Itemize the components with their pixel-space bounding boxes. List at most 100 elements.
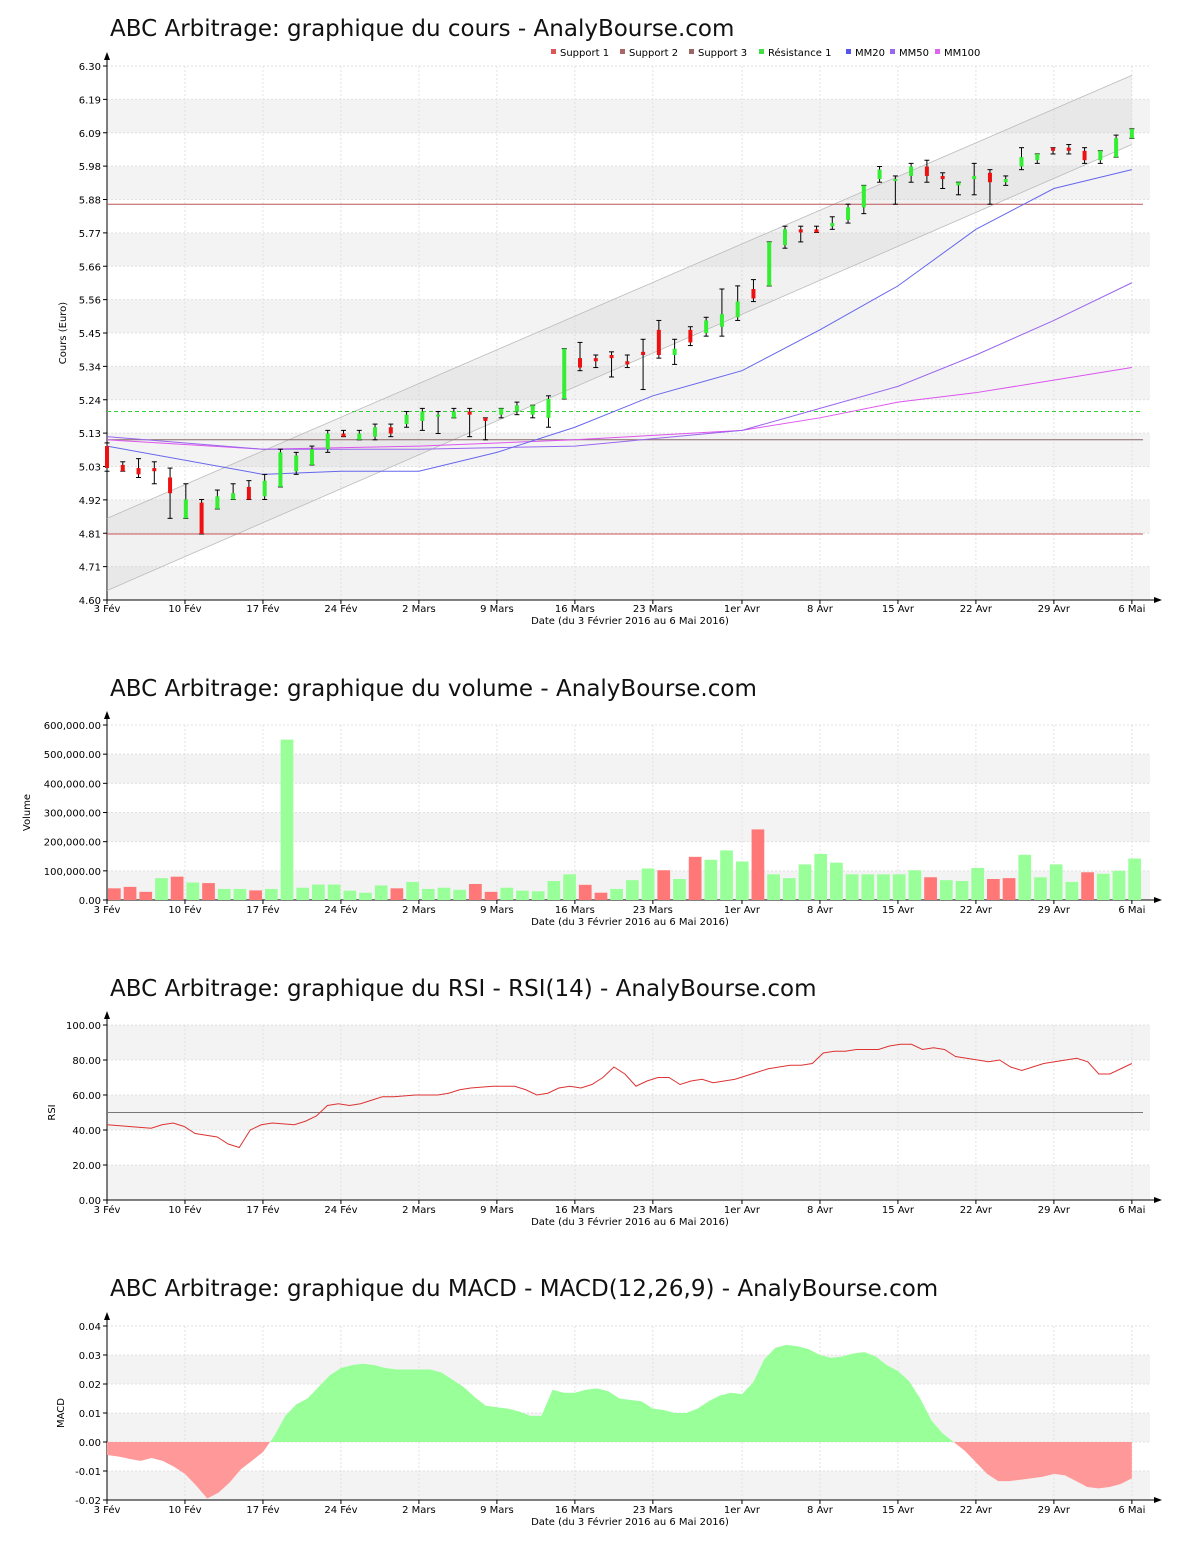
rsi-line [106, 1043, 1133, 1149]
y-tick-label: 40.00 [72, 1126, 101, 1137]
legend-swatch [846, 49, 851, 54]
volume-bar [516, 890, 529, 900]
candle-body [1003, 179, 1008, 183]
y-tick-label: 5.77 [79, 229, 101, 240]
y-tick-label: 20.00 [72, 1161, 101, 1172]
candle-body [1051, 147, 1056, 151]
x-tick-label: 8 Avr [807, 1505, 834, 1516]
x-tick-label: 6 Mai [1118, 604, 1145, 615]
candle-body [373, 427, 378, 437]
candle-body [341, 433, 346, 437]
candle-body [246, 486, 251, 500]
legend-swatch [890, 49, 895, 54]
macd-area-positive [270, 1344, 954, 1442]
candle-body [215, 496, 220, 509]
volume-bar [469, 883, 482, 900]
candle-body [199, 502, 204, 535]
legend-label: Support 2 [629, 48, 678, 59]
x-tick-label: 22 Avr [960, 1505, 993, 1516]
candle-body [309, 449, 314, 465]
candle-body [782, 229, 787, 246]
x-tick-label: 15 Avr [882, 604, 915, 615]
x-tick-label: 1er Avr [724, 905, 761, 916]
x-tick-label: 8 Avr [807, 905, 834, 916]
y-tick-label: 0.02 [79, 1380, 101, 1391]
volume-bar [704, 859, 718, 900]
y-tick-label: 80.00 [72, 1056, 101, 1067]
y-tick-label: 5.66 [79, 262, 101, 273]
candle-body [499, 408, 504, 415]
candle-body [751, 289, 756, 299]
candle-body [120, 464, 125, 472]
candle-body [562, 348, 567, 399]
x-tick-label: 3 Fév [94, 603, 121, 615]
volume-bar [626, 880, 639, 900]
y-axis-label: Volume [22, 794, 33, 831]
volume-bar [720, 850, 733, 900]
x-tick-label: 23 Mars [633, 1505, 673, 1516]
y-tick-label: 300,000.00 [44, 809, 101, 820]
candle-body [861, 185, 866, 208]
y-tick-label: 60.00 [72, 1091, 101, 1102]
volume-bar [296, 887, 310, 900]
legend-label: MM100 [944, 48, 980, 59]
x-tick-label: 1er Avr [724, 604, 761, 615]
x-tick-label: 9 Mars [480, 1505, 514, 1516]
y-tick-label: 4.92 [79, 496, 101, 507]
volume-bar [767, 874, 780, 900]
candle-body [1082, 150, 1087, 161]
macd-area-negative [107, 1442, 271, 1499]
x-tick-label: 8 Avr [807, 604, 834, 615]
volume-bar [751, 829, 765, 900]
x-axis-arrow [1154, 1197, 1162, 1203]
candle-body [1129, 128, 1134, 139]
candle-body [183, 499, 188, 519]
volume-bar [155, 878, 168, 900]
channel-upper-line [106, 75, 1133, 519]
y-tick-label: 0.03 [79, 1351, 101, 1362]
x-tick-label: 15 Avr [882, 905, 915, 916]
x-axis-arrow [1154, 1497, 1162, 1503]
grid-band [107, 1130, 1150, 1165]
candle-body [231, 493, 236, 500]
volume-bar [327, 884, 341, 900]
x-tick-label: 2 Mars [402, 1205, 436, 1216]
y-tick-label: 100.00 [66, 1021, 101, 1032]
legend-swatch [551, 49, 556, 54]
volume-bar [939, 880, 953, 900]
volume-bar [280, 739, 294, 900]
x-tick-label: 6 Mai [1118, 1505, 1145, 1516]
candle-body [656, 329, 661, 355]
volume-bar [343, 890, 357, 900]
volume-bar [1081, 872, 1094, 900]
y-tick-label: 400,000.00 [44, 779, 101, 790]
volume-bar [406, 881, 419, 900]
x-tick-label: 29 Avr [1038, 604, 1071, 615]
x-tick-label: 10 Fév [168, 1204, 201, 1216]
x-tick-label: 29 Avr [1038, 905, 1071, 916]
y-axis-label: Cours (Euro) [58, 302, 69, 365]
y-tick-label: 100,000.00 [44, 867, 101, 878]
candle-body [877, 169, 882, 180]
x-axis-label: Date (du 3 Février 2016 au 6 Mai 2016) [531, 1216, 729, 1228]
y-tick-label: 500,000.00 [44, 750, 101, 761]
candle-body [578, 358, 583, 368]
volume-bar [312, 884, 325, 900]
volume-bar [186, 882, 200, 900]
volume-bar [892, 874, 906, 900]
x-axis-label: Date (du 3 Février 2016 au 6 Mai 2016) [531, 1516, 729, 1528]
x-tick-label: 17 Fév [246, 1504, 279, 1516]
y-tick-label: 200,000.00 [44, 838, 101, 849]
candle-body [704, 320, 709, 333]
volume-bar [202, 883, 215, 900]
candle-body [924, 166, 929, 176]
y-tick-label: 5.56 [79, 296, 101, 307]
x-tick-label: 24 Fév [324, 1204, 357, 1216]
legend-label: Support 3 [698, 48, 747, 59]
candle-body [956, 182, 961, 186]
volume-bar [547, 881, 561, 900]
y-tick-label: 0.04 [79, 1322, 101, 1333]
x-tick-label: 2 Mars [402, 1505, 436, 1516]
y-tick-label: 6.30 [79, 62, 101, 73]
candle-body [987, 172, 992, 183]
